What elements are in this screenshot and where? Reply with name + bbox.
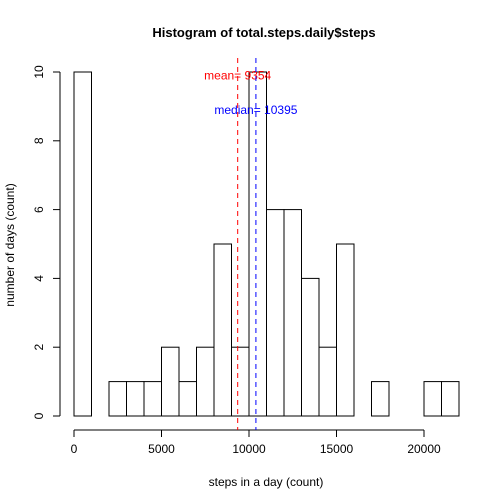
histogram-bar-15 xyxy=(336,243,355,417)
x-tick-label: 5000 xyxy=(148,442,175,456)
histogram-bar-14 xyxy=(318,346,337,417)
y-tick-label: 2 xyxy=(32,344,46,351)
histogram-bar-10 xyxy=(248,71,267,417)
histogram-bar-20 xyxy=(423,381,442,417)
chart-title: Histogram of total.steps.daily$steps xyxy=(152,25,375,40)
x-tick-label: 20000 xyxy=(407,442,441,456)
y-tick-label: 10 xyxy=(32,65,46,79)
y-tick-label: 0 xyxy=(32,412,46,419)
histogram-bar-6 xyxy=(178,381,197,417)
histogram-bar-9 xyxy=(231,346,250,417)
histogram-bars xyxy=(73,71,460,417)
histogram-bar-21 xyxy=(441,381,460,417)
histogram-bar-5 xyxy=(161,346,180,417)
histogram-bar-2 xyxy=(108,381,127,417)
y-axis: 0 2 4 6 8 10 xyxy=(32,65,61,419)
mean-label: mean= 9354 xyxy=(204,68,271,82)
histogram-bar-17 xyxy=(371,381,390,417)
histogram-bar-3 xyxy=(126,381,145,417)
x-axis: 0 5000 10000 15000 20000 xyxy=(71,429,441,456)
histogram-bar-7 xyxy=(196,346,215,417)
x-tick-label: 0 xyxy=(71,442,78,456)
reference-lines: mean= 9354 median= 10395 xyxy=(204,58,298,430)
histogram-bar-0 xyxy=(73,71,92,417)
x-tick-label: 10000 xyxy=(232,442,266,456)
y-axis-label: number of days (count) xyxy=(3,183,17,306)
y-tick-label: 4 xyxy=(32,275,46,282)
x-tick-label: 15000 xyxy=(320,442,354,456)
histogram-bar-4 xyxy=(143,381,162,417)
x-axis-label: steps in a day (count) xyxy=(209,475,324,489)
median-label: median= 10395 xyxy=(214,103,297,117)
histogram-bar-8 xyxy=(213,243,232,417)
y-tick-label: 8 xyxy=(32,137,46,144)
histogram-bar-12 xyxy=(283,209,302,417)
histogram-bar-11 xyxy=(266,209,285,417)
histogram-bar-13 xyxy=(301,277,320,417)
y-tick-label: 6 xyxy=(32,206,46,213)
